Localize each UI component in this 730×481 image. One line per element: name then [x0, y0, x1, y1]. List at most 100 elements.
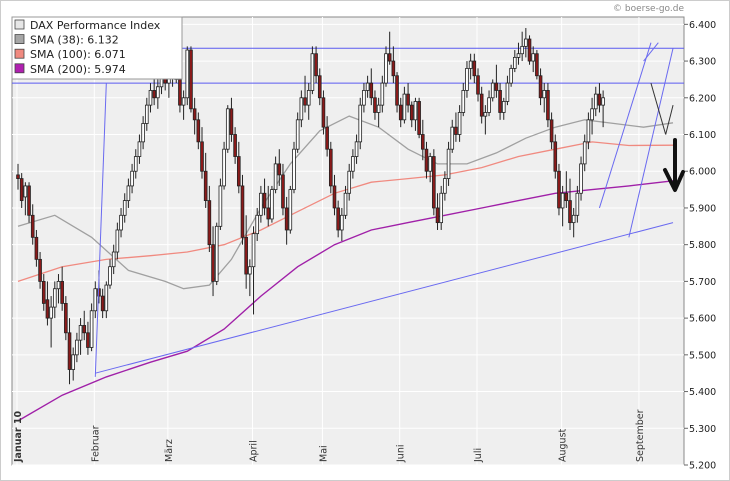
- candle-body-down: [549, 119, 554, 143]
- candle-body-up: [137, 141, 142, 157]
- candle-body-up: [126, 185, 131, 202]
- candle: [593, 86, 598, 117]
- candle: [553, 134, 558, 179]
- candle-body-down: [178, 79, 182, 106]
- candle: [317, 68, 322, 106]
- candle-body-down: [527, 38, 532, 62]
- candle: [144, 97, 149, 131]
- candle-body-up: [582, 141, 587, 165]
- sma-100-line: [17, 141, 674, 283]
- y-tick-label: 5.300: [689, 424, 716, 435]
- candle: [450, 119, 455, 153]
- candle: [321, 90, 326, 135]
- candle-body-up: [141, 123, 145, 143]
- candle: [457, 105, 462, 142]
- candle: [516, 42, 521, 65]
- candle-body-down: [328, 148, 333, 187]
- candle: [571, 207, 576, 238]
- candle-body-up: [111, 251, 116, 268]
- candle: [273, 156, 278, 194]
- plot-area: [11, 16, 685, 466]
- candle: [281, 163, 285, 216]
- candle: [325, 116, 329, 157]
- y-tick-label: 5.400: [689, 387, 716, 398]
- candle-body-down: [538, 75, 543, 99]
- candle-body-down: [45, 299, 50, 319]
- candle: [354, 134, 359, 164]
- candle: [75, 332, 79, 363]
- sma-38-line: [17, 115, 674, 290]
- candle-body-up: [248, 266, 252, 275]
- candle-body-up: [505, 82, 510, 102]
- candle-body-down: [281, 174, 285, 209]
- candle-body-down: [317, 75, 322, 99]
- candle-body-down: [432, 156, 436, 209]
- candle-body-down: [424, 148, 429, 172]
- candle: [141, 116, 145, 150]
- candle: [409, 101, 414, 128]
- y-tick-label: 6.100: [689, 130, 716, 141]
- trend-line: [665, 105, 674, 135]
- candle: [597, 83, 602, 113]
- y-tick-label: 6.300: [689, 57, 716, 68]
- trend-line: [628, 48, 674, 238]
- candle-body-down: [409, 104, 414, 121]
- candle: [303, 75, 307, 113]
- candle-body-up: [119, 214, 123, 231]
- candle: [306, 83, 311, 120]
- candle-body-up: [439, 192, 443, 224]
- candle: [590, 97, 594, 135]
- copyright-text: © boerse-go.de: [613, 4, 684, 14]
- candle: [465, 61, 469, 98]
- candle-body-up: [218, 185, 223, 227]
- candle-body-up: [222, 148, 226, 187]
- month-label: März: [164, 439, 175, 462]
- candle: [244, 215, 248, 289]
- candle: [240, 174, 245, 245]
- y-tick-label: 6.400: [689, 20, 716, 31]
- candle-body-up: [156, 86, 160, 99]
- y-tick-label: 5.200: [689, 461, 716, 472]
- candle: [299, 90, 304, 128]
- candle: [71, 347, 76, 381]
- candle: [156, 79, 160, 109]
- candle: [104, 281, 109, 319]
- candle-body-up: [358, 104, 363, 143]
- candle: [262, 178, 267, 216]
- candle: [225, 105, 230, 153]
- candle-body-up: [130, 170, 134, 187]
- candle-body-up: [78, 325, 83, 341]
- candle-body-down: [597, 93, 602, 106]
- candle: [137, 134, 142, 164]
- candle-body-down: [494, 82, 499, 91]
- candle: [531, 46, 535, 73]
- candle-body-down: [336, 207, 340, 231]
- candle-body-up: [343, 192, 348, 216]
- candle: [527, 35, 532, 65]
- candle-body-down: [564, 192, 569, 202]
- candle-body-up: [376, 104, 381, 113]
- candle: [509, 64, 513, 87]
- candle: [251, 226, 256, 315]
- candle-body-up: [53, 288, 57, 308]
- candle: [479, 86, 484, 124]
- candle: [428, 152, 432, 183]
- candle: [520, 31, 524, 62]
- candle-body-up: [299, 97, 304, 121]
- candle-body-up: [270, 189, 274, 220]
- legend-label: SMA (100): 6.071: [30, 48, 126, 61]
- candle-body-down: [314, 53, 318, 77]
- legend-box: [11, 16, 183, 80]
- candle: [218, 178, 223, 230]
- candle: [391, 46, 396, 84]
- candle: [490, 79, 495, 102]
- candle: [505, 75, 510, 106]
- legend-swatch: [14, 48, 25, 59]
- candle: [89, 303, 94, 352]
- candle-body-up: [255, 214, 260, 235]
- candle-body-up: [306, 90, 311, 106]
- y-tick-label: 5.600: [689, 314, 716, 325]
- candle-body-up: [133, 156, 138, 172]
- candle: [130, 163, 134, 194]
- candle: [16, 163, 20, 190]
